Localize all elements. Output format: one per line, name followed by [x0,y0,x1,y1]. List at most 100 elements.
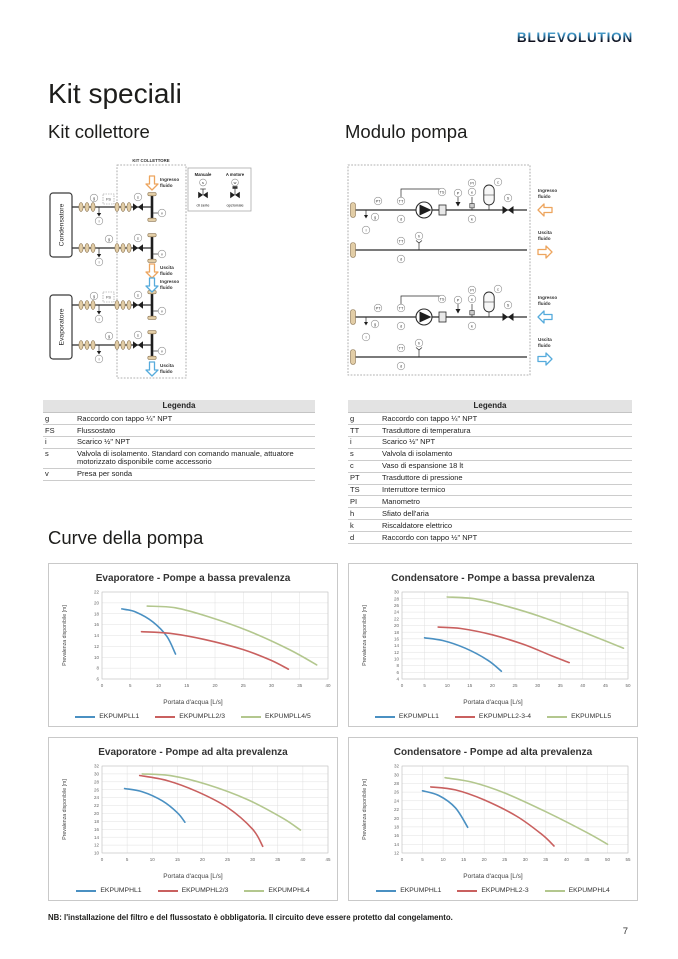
tag-g [89,193,99,203]
svg-text:g: g [374,215,376,219]
svg-text:55: 55 [625,857,631,862]
svg-text:40: 40 [564,857,570,862]
svg-text:20: 20 [482,857,488,862]
svg-text:40: 40 [325,683,331,688]
tag-e [467,187,477,197]
legend-label: EKPUMPHL4 [268,887,310,894]
tag-TS [437,187,447,197]
legend-key: PI [350,497,358,507]
svg-text:g: g [108,334,110,338]
legend-desc: Trasduttore di pressione [382,473,463,483]
svg-text:10: 10 [394,657,400,662]
svg-text:26: 26 [394,790,400,795]
svg-text:0: 0 [401,857,404,862]
chart-legend-item: EKPUMPHL4 [244,887,310,894]
svg-text:8: 8 [396,663,399,668]
legend-desc: Valvola di isolamento [382,449,453,459]
legend-swatch [457,889,478,892]
tag-v [157,306,167,316]
brand-logo: BLUEVOLUTION [516,30,633,45]
series-EKPUMPLL1 [423,637,503,673]
svg-text:PT: PT [376,306,382,310]
legend-row: v Presa per sonda [43,469,315,481]
series-EKPUMPLL1 [121,608,177,655]
svg-text:20: 20 [212,683,218,688]
svg-text:12: 12 [394,851,400,856]
svg-text:fluido: fluido [160,285,173,290]
svg-text:e: e [471,190,473,194]
svg-text:35: 35 [275,857,281,862]
svg-text:45: 45 [584,857,590,862]
svg-text:22: 22 [394,616,400,621]
tag-d [396,361,406,371]
svg-text:10: 10 [445,683,451,688]
legend-row: c Vaso di espansione 18 lt [348,461,632,473]
svg-text:Uscita: Uscita [538,230,552,235]
tag-k [467,214,477,224]
svg-text:S: S [507,303,510,307]
svg-text:i: i [99,317,100,321]
svg-text:0: 0 [401,683,404,688]
tag-S [503,193,513,203]
svg-text:TT: TT [399,199,404,203]
tag-d [396,321,406,331]
chart-legend-item: EKPUMPLL2-3-4 [454,713,531,720]
section-title-curve: Curve della pompa [48,527,204,548]
legend-desc: Presa per sonda [77,469,133,479]
svg-text:16: 16 [94,622,100,627]
flow-arrow [537,203,553,217]
chart-legend-item: EKPUMPHL2/3 [157,887,228,894]
svg-text:20: 20 [94,811,100,816]
tag-TS [437,294,447,304]
svg-text:fluido: fluido [160,183,173,188]
svg-text:TS: TS [440,297,445,301]
svg-text:20: 20 [394,623,400,628]
tag-i [94,257,104,267]
legend-label: EKPUMPLL4/5 [265,713,311,720]
legend-label: EKPUMPLL2/3 [179,713,226,720]
legend-swatch [155,715,176,718]
legend-table-kit: Legenda g Raccordo con tappo ¼" NPT FS Flus… [43,400,315,481]
svg-text:i: i [99,260,100,264]
svg-text:fluido: fluido [538,194,551,199]
svg-text:16: 16 [394,833,400,838]
svg-text:Uscita: Uscita [160,265,174,270]
svg-text:g: g [374,322,376,326]
svg-text:10: 10 [156,683,162,688]
unit-condensatore-label: Condensatore [59,203,66,246]
chart-xlabel: Portata d'acqua [L/s] [163,699,223,706]
svg-text:PI: PI [470,288,474,292]
valve-legend-motor-title: A motore [226,172,245,177]
tag-TT [396,236,406,246]
svg-text:20: 20 [200,857,206,862]
legend-key: g [350,413,355,423]
tag-g [104,234,114,244]
legend-desc: Valvola di isolamento. Standard con coma… [77,449,294,467]
chart-legend-item: EKPUMPLL1 [374,713,439,720]
svg-text:10: 10 [94,655,100,660]
svg-text:h: h [418,234,420,238]
legend-desc: Sfiato dell'aria [382,508,429,518]
svg-text:10: 10 [94,851,100,856]
svg-text:5: 5 [129,683,132,688]
svg-text:20: 20 [394,816,400,821]
chart-legend-item: EKPUMPLL2/3 [155,713,225,720]
svg-text:10: 10 [441,857,447,862]
tag-s [133,233,143,243]
tag-h [414,231,424,241]
svg-text:Ingresso: Ingresso [538,295,557,300]
legend-swatch [241,715,262,718]
legend-row: PT Trasduttore di pressione [348,473,632,485]
legend-key: h [350,508,355,518]
unit-evaporatore-label: Evaporatore [59,308,66,345]
chart-panel-evap-alta: Evaporatore - Pompe ad alta prevalenza 0… [48,737,338,901]
legend-key: c [350,461,354,471]
svg-text:FS: FS [106,295,111,299]
svg-text:50: 50 [605,857,611,862]
tag-g [104,331,114,341]
legend-key: s [45,449,49,459]
svg-text:d: d [400,324,402,328]
svg-text:v: v [161,211,163,215]
unit-condensatore: Condensatore [49,192,73,258]
svg-text:25: 25 [241,683,247,688]
